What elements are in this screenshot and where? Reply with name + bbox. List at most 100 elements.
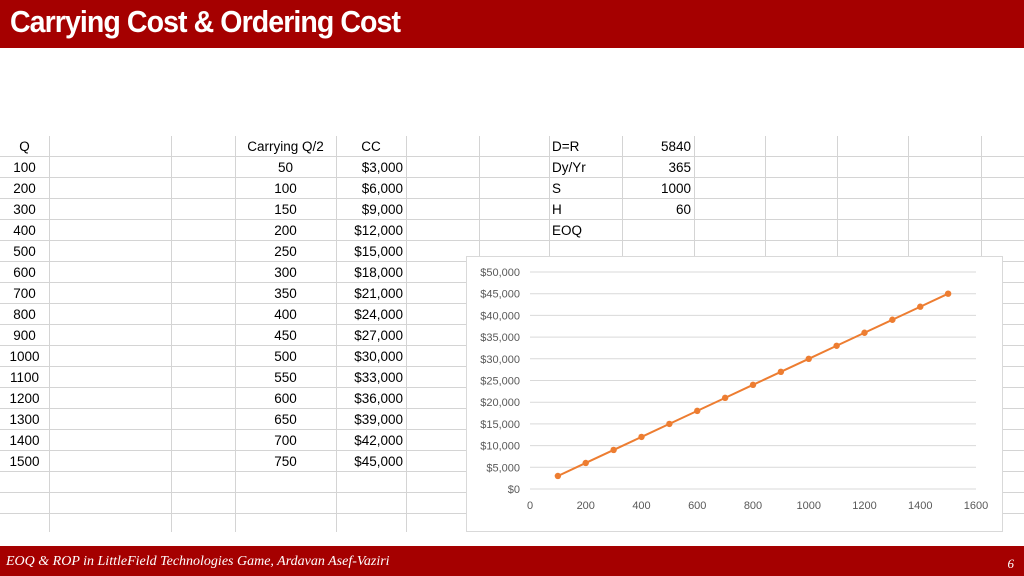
cell-carrying: 550 [274, 370, 297, 385]
cell-q: 800 [13, 307, 36, 322]
carrying-cost-chart: $0 $5,000 $10,000 $15,000 $20,000 $25,000 $30,… [466, 256, 1003, 532]
x-tick-label: 0 [527, 500, 533, 512]
x-tick-label: 1400 [908, 500, 932, 512]
cell-cc: $15,000 [354, 244, 403, 259]
x-tick-label: 1200 [852, 500, 876, 512]
cell-cc: $33,000 [354, 370, 403, 385]
cell-q: 100 [13, 160, 36, 175]
footer-bar: EOQ & ROP in LittleField Technologies Ga… [0, 546, 1024, 576]
y-tick-label: $25,000 [480, 376, 520, 388]
cell-q: 200 [13, 181, 36, 196]
cell-cc: $18,000 [354, 265, 403, 280]
cell-cc: $42,000 [354, 433, 403, 448]
y-tick-label: $20,000 [480, 397, 520, 409]
data-point [833, 342, 840, 349]
data-point [582, 459, 589, 467]
cell-cc: $6,000 [361, 181, 403, 196]
param-label: S [552, 181, 562, 196]
grid-row-line [0, 156, 1024, 157]
cell-carrying: 500 [274, 349, 297, 364]
y-tick-label: $50,000 [480, 267, 520, 279]
param-value: 365 [668, 160, 691, 175]
cell-cc: $39,000 [354, 412, 403, 427]
data-point [749, 381, 757, 389]
param-value: 1000 [660, 181, 691, 196]
header-carrying: Carrying Q/2 [247, 139, 324, 154]
data-point [554, 472, 562, 480]
cell-cc: $30,000 [354, 349, 403, 364]
grid-row-line [0, 177, 1024, 178]
x-tick-label: 200 [577, 500, 595, 512]
param-label: EOQ [552, 223, 583, 238]
cell-cc: $3,000 [361, 160, 403, 175]
chart-plot: $0 $5,000 $10,000 $15,000 $20,000 $25,000 $30,… [480, 267, 988, 512]
x-tick-label: 600 [688, 500, 706, 512]
y-tick-label: $5,000 [486, 462, 520, 474]
x-tick-label: 1600 [964, 500, 988, 512]
cell-carrying: 400 [274, 307, 297, 322]
grid-row-line [0, 240, 1024, 241]
cell-carrying: 650 [274, 412, 297, 427]
grid-row-line [0, 219, 1024, 220]
data-point [777, 368, 785, 376]
cell-carrying: 600 [274, 391, 297, 406]
param-label: D=R [552, 139, 580, 154]
cell-q: 500 [13, 244, 36, 259]
data-point [666, 420, 673, 428]
x-tick-label: 800 [744, 500, 762, 512]
cell-carrying: 750 [274, 454, 297, 469]
cell-carrying: 150 [274, 202, 297, 217]
grid-column-line [171, 136, 172, 532]
grid-column-line [49, 136, 50, 532]
cell-cc: $36,000 [354, 391, 403, 406]
title-bar: Carrying Cost & Ordering Cost [0, 0, 1024, 48]
footer-text: EOQ & ROP in LittleField Technologies Ga… [6, 554, 390, 569]
data-point [944, 290, 952, 297]
grid-column-line [336, 136, 337, 532]
param-value [622, 220, 691, 241]
cell-q: 1000 [9, 349, 40, 364]
y-tick-label: $30,000 [480, 354, 520, 366]
param-value: 60 [675, 202, 691, 217]
param-label: Dy/Yr [552, 160, 586, 175]
cell-q: 1400 [9, 433, 40, 448]
slide-title: Carrying Cost & Ordering Cost [10, 4, 401, 39]
cell-carrying: 300 [274, 265, 297, 280]
cell-q: 700 [13, 286, 36, 301]
data-point [917, 303, 924, 310]
cell-carrying: 350 [274, 286, 297, 301]
y-tick-label: $45,000 [480, 289, 520, 301]
cell-q: 900 [13, 328, 36, 343]
data-point [721, 394, 729, 402]
cell-q: 300 [13, 202, 36, 217]
data-point [889, 316, 896, 323]
cell-carrying: 250 [274, 244, 297, 259]
grid-column-line [406, 136, 407, 532]
cell-carrying: 450 [274, 328, 297, 343]
y-tick-label: $35,000 [480, 332, 520, 344]
cell-cc: $24,000 [354, 307, 403, 322]
data-point [610, 446, 617, 454]
data-point [861, 329, 868, 336]
cell-carrying: 200 [274, 223, 297, 238]
y-tick-label: $10,000 [480, 441, 520, 453]
cell-cc: $9,000 [361, 202, 403, 217]
page-number: 6 [1007, 556, 1015, 571]
cell-q: 1200 [9, 391, 40, 406]
header-q: Q [19, 139, 30, 154]
cell-q: 400 [13, 223, 36, 238]
cell-cc: $27,000 [354, 328, 403, 343]
y-tick-label: $15,000 [480, 419, 520, 431]
param-label: H [552, 202, 562, 217]
cell-q: 1300 [9, 412, 40, 427]
grid-column-line [235, 136, 236, 532]
y-tick-label: $0 [508, 484, 520, 496]
cell-q: 1500 [9, 454, 40, 469]
cell-carrying: 100 [274, 181, 297, 196]
cell-cc: $12,000 [354, 223, 403, 238]
data-point [638, 433, 645, 441]
cell-q: 600 [13, 265, 36, 280]
data-point [694, 407, 701, 415]
x-tick-label: 400 [632, 500, 650, 512]
cell-q: 1100 [9, 370, 40, 385]
